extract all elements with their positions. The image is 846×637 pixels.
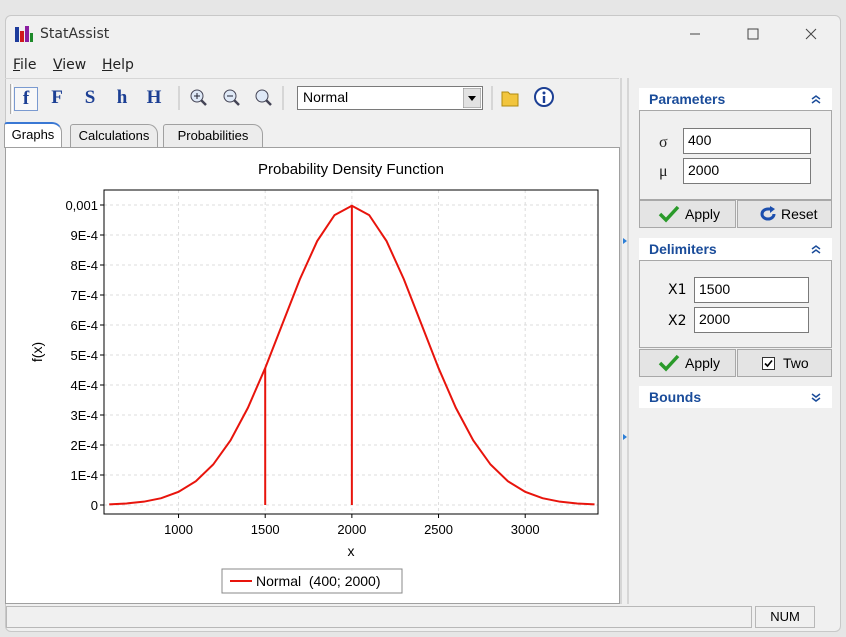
distribution-value: Normal <box>303 89 349 105</box>
window-title: StatAssist <box>40 26 110 42</box>
panel-header[interactable]: Parameters <box>639 88 832 110</box>
collapse-icon[interactable] <box>808 241 824 257</box>
mu-label: μ <box>659 163 668 180</box>
x-tick-label: 1500 <box>251 522 280 537</box>
y-tick-label: 0,001 <box>65 198 98 213</box>
checkbox[interactable] <box>762 357 775 370</box>
tool-F[interactable]: F <box>51 87 63 108</box>
x-tick-label: 3000 <box>511 522 540 537</box>
menu-view[interactable]: View <box>53 57 87 73</box>
y-tick-label: 9E-4 <box>71 228 98 243</box>
collapse-icon[interactable] <box>808 91 824 107</box>
y-tick-label: 7E-4 <box>71 288 98 303</box>
y-tick-label: 1E-4 <box>71 468 98 483</box>
menu-file[interactable]: File <box>13 57 37 73</box>
maximize[interactable] <box>747 28 759 40</box>
legend-label: Normal (400; 2000) <box>256 573 381 589</box>
window-controls[interactable] <box>680 24 830 44</box>
zoom-out[interactable] <box>223 89 240 106</box>
menu-help[interactable]: Help <box>102 57 134 73</box>
file-tools <box>491 86 554 110</box>
zoom-in[interactable] <box>190 89 207 106</box>
open-folder[interactable] <box>501 91 519 107</box>
checkmark <box>764 359 773 368</box>
tab-calculations[interactable]: Calculations <box>70 124 158 147</box>
x-tick-label: 2000 <box>337 522 366 537</box>
y-tick-label: 2E-4 <box>71 438 98 453</box>
apply-button[interactable]: Apply <box>639 349 736 377</box>
app-icon <box>15 26 33 42</box>
y-axis-label: f(x) <box>29 342 45 362</box>
expand-icon[interactable] <box>808 389 824 405</box>
chart: Probability Density Function 0 1E-4 2E-4 3E-… <box>29 161 599 594</box>
panel-header[interactable]: Bounds <box>639 386 832 408</box>
x-axis-label: x <box>348 543 355 559</box>
separator <box>5 78 619 79</box>
tool-h[interactable]: h <box>116 87 128 108</box>
x2-label: X2 <box>668 313 687 329</box>
zoom-tools <box>178 86 284 110</box>
zoom-fit[interactable] <box>255 89 272 106</box>
mu-input[interactable]: 2000 <box>683 158 811 184</box>
plot-frame <box>103 189 599 515</box>
apply-button[interactable]: Apply <box>639 200 736 228</box>
splitter[interactable] <box>619 78 631 604</box>
two-checkbox[interactable]: Two <box>737 349 832 377</box>
reset-button[interactable]: Reset <box>737 200 832 228</box>
y-tick-label: 3E-4 <box>71 408 98 423</box>
tab-probabilities[interactable]: Probabilities <box>163 124 263 147</box>
status-panel <box>6 606 752 628</box>
x-tick-label: 2500 <box>424 522 453 537</box>
y-tick-label: 4E-4 <box>71 378 98 393</box>
x1-label: X1 <box>668 282 687 298</box>
y-tick-label: 8E-4 <box>71 258 98 273</box>
check-icon <box>658 205 680 223</box>
graph-panel <box>5 147 620 604</box>
x2-input[interactable]: 2000 <box>694 307 809 333</box>
tool-H[interactable]: H <box>146 87 162 108</box>
panel-body <box>639 260 832 348</box>
tool-f[interactable]: f <box>14 87 38 111</box>
x1-input[interactable]: 1500 <box>694 277 809 303</box>
check-icon <box>658 354 680 372</box>
tab-graphs[interactable]: Graphs <box>4 122 62 148</box>
status-num: NUM <box>755 606 815 628</box>
y-tick-label: 5E-4 <box>71 348 98 363</box>
tool-S[interactable]: S <box>84 87 96 108</box>
distribution-select[interactable]: Normal <box>297 86 483 110</box>
panel-header[interactable]: Delimiters <box>639 238 832 260</box>
close[interactable] <box>805 28 817 40</box>
x-tick-label: 1000 <box>164 522 193 537</box>
chart-title: Probability Density Function <box>258 161 444 178</box>
sigma-label: σ <box>659 134 668 151</box>
panel-body <box>639 110 832 200</box>
sigma-input[interactable]: 400 <box>683 128 811 154</box>
y-tick-label: 6E-4 <box>71 318 98 333</box>
reset-icon <box>760 206 776 221</box>
grip <box>10 84 13 114</box>
info[interactable] <box>534 87 554 107</box>
y-tick-label: 0 <box>91 498 98 513</box>
dropdown-arrow[interactable] <box>463 88 481 108</box>
